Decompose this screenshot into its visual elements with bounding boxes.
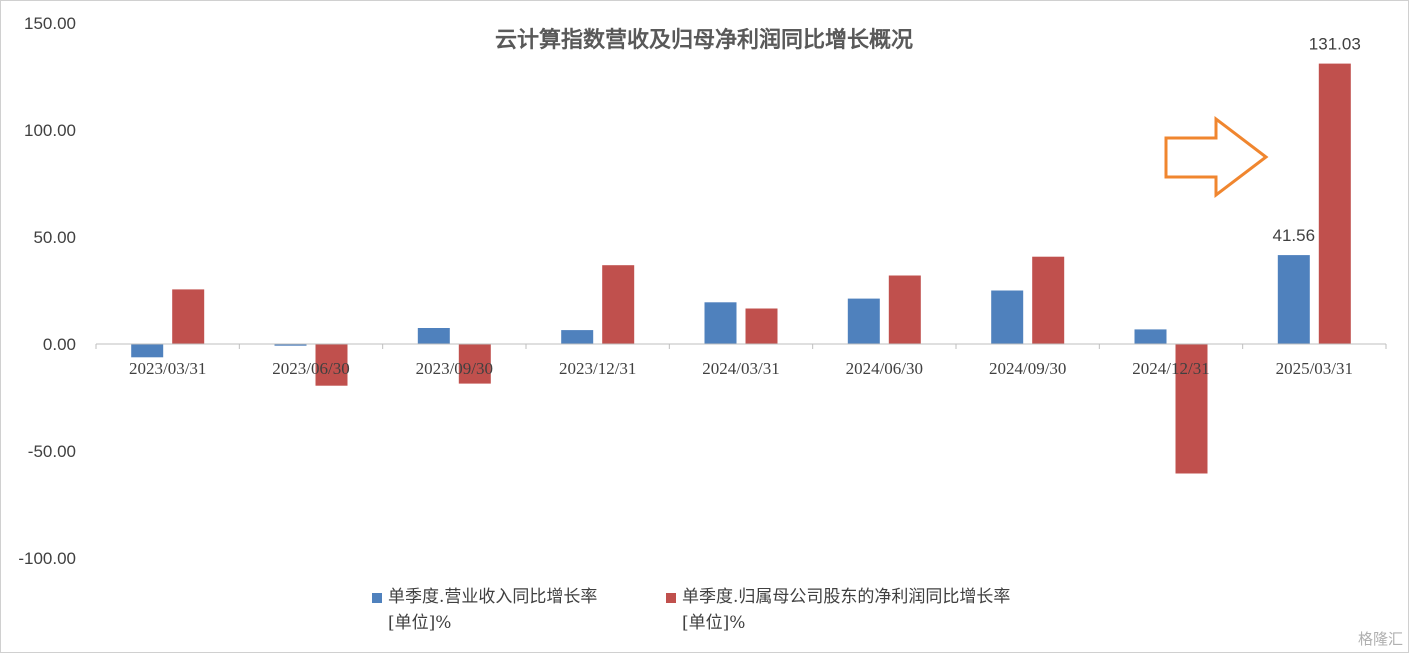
x-tick-label: 2023/09/30 bbox=[416, 359, 493, 378]
legend-item-profit: 单季度.归属母公司股东的净利润同比增长率 [单位]% bbox=[666, 584, 1010, 636]
y-tick-label: -50.00 bbox=[28, 442, 76, 461]
y-tick-label: 150.00 bbox=[24, 14, 76, 33]
bar-profit-2024/03/31 bbox=[745, 308, 778, 344]
x-tick-label: 2024/09/30 bbox=[989, 359, 1066, 378]
bar-revenue-2023/09/30 bbox=[417, 328, 450, 344]
bar-profit-2025/03/31 bbox=[1318, 63, 1351, 344]
right-arrow-icon bbox=[1164, 115, 1269, 199]
y-tick-label: 50.00 bbox=[33, 228, 76, 247]
x-tick-label: 2024/03/31 bbox=[702, 359, 779, 378]
bars-group bbox=[131, 63, 1351, 474]
x-axis-ticks bbox=[95, 344, 1387, 349]
bar-profit-2023/03/31 bbox=[172, 289, 205, 344]
x-tick-label: 2025/03/31 bbox=[1276, 359, 1353, 378]
data-labels: 41.56 131.03 bbox=[1273, 35, 1361, 246]
bar-profit-2024/09/30 bbox=[1032, 256, 1065, 344]
legend-swatch-profit bbox=[666, 593, 676, 603]
bar-profit-2023/06/30 bbox=[315, 344, 348, 386]
y-tick-label: -100.00 bbox=[18, 549, 76, 568]
bar-profit-2023/12/31 bbox=[602, 265, 635, 344]
x-tick-label: 2023/12/31 bbox=[559, 359, 636, 378]
bar-revenue-2024/12/31 bbox=[1134, 329, 1167, 344]
legend-label-profit-line1: 单季度.归属母公司股东的净利润同比增长率 bbox=[682, 587, 1011, 607]
bar-revenue-2023/12/31 bbox=[561, 330, 594, 344]
legend-swatch-revenue bbox=[372, 593, 382, 603]
bar-profit-2023/09/30 bbox=[458, 344, 491, 384]
y-axis: 150.00 100.00 50.00 0.00 -50.00 -100.00 bbox=[18, 14, 76, 568]
bar-revenue-2024/06/30 bbox=[847, 298, 880, 344]
chart-title: 云计算指数营收及归母净利润同比增长概况 bbox=[495, 27, 913, 53]
x-axis: 2023/03/31 2023/06/30 2023/09/30 2023/12/31… bbox=[129, 359, 1353, 378]
watermark-logo: 格隆汇 bbox=[1358, 628, 1403, 649]
y-tick-label: 100.00 bbox=[24, 121, 76, 140]
bar-profit-2024/12/31 bbox=[1175, 344, 1208, 474]
x-tick-label: 2024/06/30 bbox=[846, 359, 923, 378]
x-tick-label: 2024/12/31 bbox=[1132, 359, 1209, 378]
legend-label-revenue-line1: 单季度.营业收入同比增长率 bbox=[388, 587, 598, 607]
legend-item-revenue: 单季度.营业收入同比增长率 [单位]% bbox=[372, 584, 597, 636]
x-tick-label: 2023/03/31 bbox=[129, 359, 206, 378]
watermark-text: 格隆汇 bbox=[1357, 630, 1403, 648]
bar-revenue-2024/03/31 bbox=[704, 302, 737, 344]
bar-revenue-2024/09/30 bbox=[991, 290, 1024, 344]
data-label: 131.03 bbox=[1309, 35, 1361, 54]
bar-profit-2024/06/30 bbox=[888, 275, 921, 344]
legend-label-revenue-line2: [单位]% bbox=[388, 613, 452, 633]
bar-revenue-2025/03/31 bbox=[1277, 255, 1310, 344]
x-tick-label: 2023/06/30 bbox=[272, 359, 349, 378]
bar-revenue-2023/03/31 bbox=[131, 344, 164, 358]
bar-revenue-2023/06/30 bbox=[274, 344, 307, 346]
y-tick-label: 0.00 bbox=[43, 335, 76, 354]
legend-label-profit-line2: [单位]% bbox=[682, 613, 746, 633]
data-label: 41.56 bbox=[1273, 226, 1316, 245]
